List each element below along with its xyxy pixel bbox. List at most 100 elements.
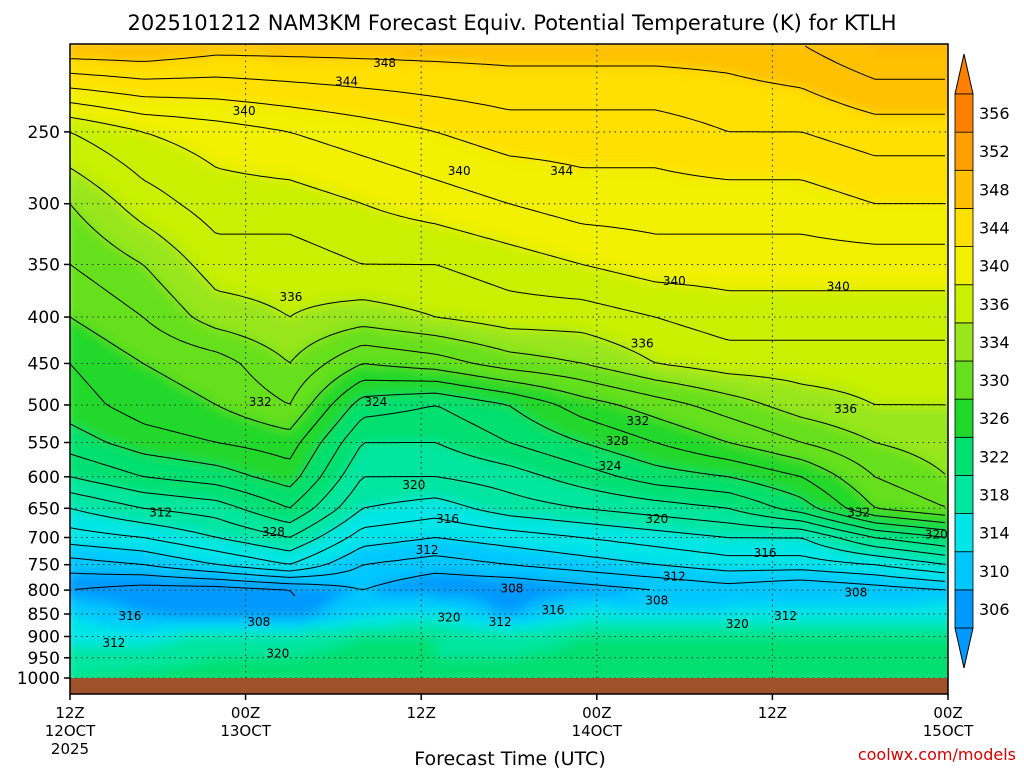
x-tick-date: 13OCT	[220, 722, 271, 740]
contour-label: 316	[119, 609, 142, 623]
y-tick-label: 700	[28, 528, 60, 548]
x-tick-date: 15OCT	[923, 722, 974, 740]
contour-label: 320	[726, 617, 749, 631]
y-tick-label: 300	[28, 195, 60, 215]
contour-label: 312	[416, 543, 439, 557]
colorbar-label: 326	[979, 409, 1010, 428]
x-tick-label: 00Z	[582, 704, 611, 722]
y-tick-label: 500	[28, 396, 60, 416]
contour-label: 308	[500, 582, 523, 596]
y-tick-label: 800	[28, 581, 60, 601]
contour-label: 312	[149, 506, 172, 520]
y-tick-label: 750	[28, 556, 60, 576]
ground-band	[70, 678, 948, 694]
contour-label: 324	[599, 459, 622, 473]
contour-label: 320	[645, 512, 668, 526]
y-tick-label: 250	[28, 123, 60, 143]
contour-label: 340	[827, 279, 850, 293]
contour-label: 316	[754, 546, 777, 560]
colorbar-swatch	[955, 475, 973, 513]
colorbar-swatch	[955, 323, 973, 361]
colorbar: 3063103143183223263303343363403443483523…	[955, 54, 1010, 668]
y-tick-label: 550	[28, 433, 60, 453]
contour-label: 332	[847, 506, 870, 520]
x-tick-label: 00Z	[933, 704, 962, 722]
contour-label: 308	[645, 593, 668, 607]
x-tick-label: 00Z	[231, 704, 260, 722]
colorbar-swatch	[955, 437, 973, 475]
contour-label: 312	[663, 570, 686, 584]
contour-label: 328	[262, 525, 285, 539]
x-tick-year: 2025	[51, 740, 89, 758]
x-tick-date: 12OCT	[45, 722, 96, 740]
colorbar-max-arrow	[955, 54, 973, 94]
y-tick-label: 850	[28, 605, 60, 625]
contour-label: 308	[247, 615, 270, 629]
contour-label: 320	[402, 478, 425, 492]
contour-label: 336	[631, 337, 654, 351]
colorbar-label: 318	[979, 486, 1010, 505]
x-tick-date: 14OCT	[572, 722, 623, 740]
contour-label: 320	[266, 647, 289, 661]
colorbar-label: 314	[979, 524, 1010, 543]
contour-label: 312	[102, 636, 125, 650]
contour-label: 312	[489, 615, 512, 629]
colorbar-swatch	[955, 590, 973, 628]
colorbar-swatch	[955, 399, 973, 437]
contour-label: 312	[774, 609, 797, 623]
colorbar-swatch	[955, 285, 973, 323]
colorbar-swatch	[955, 170, 973, 208]
contour-label: 348	[373, 56, 396, 70]
colorbar-swatch	[955, 132, 973, 170]
colorbar-label: 336	[979, 295, 1010, 314]
colorbar-min-arrow	[955, 628, 973, 668]
colorbar-label: 344	[979, 219, 1010, 238]
x-tick-label: 12Z	[758, 704, 787, 722]
colorbar-label: 334	[979, 333, 1010, 352]
contour-label: 324	[364, 395, 387, 409]
y-tick-label: 950	[28, 649, 60, 669]
contour-label: 328	[606, 434, 629, 448]
contour-label: 336	[280, 290, 303, 304]
colorbar-label: 306	[979, 600, 1010, 619]
y-tick-label: 1000	[17, 669, 60, 689]
colorbar-swatch	[955, 552, 973, 590]
colorbar-label: 330	[979, 371, 1010, 390]
y-tick-label: 450	[28, 354, 60, 374]
colorbar-swatch	[955, 94, 973, 132]
credit-text: coolwx.com/models	[858, 745, 1016, 764]
contour-label: 332	[249, 395, 272, 409]
y-axis: 2503003504004505005506006507007508008509…	[17, 123, 70, 689]
colorbar-swatch	[955, 208, 973, 246]
contour-label: 344	[335, 75, 358, 89]
colorbar-label: 352	[979, 142, 1010, 161]
colorbar-label: 310	[979, 562, 1010, 581]
contour-label: 316	[541, 603, 564, 617]
contour-label: 340	[448, 164, 471, 178]
colorbar-swatch	[955, 247, 973, 285]
x-tick-label: 12Z	[55, 704, 84, 722]
colorbar-swatch	[955, 361, 973, 399]
x-axis-label: Forecast Time (UTC)	[414, 748, 605, 768]
contour-label: 316	[436, 512, 459, 526]
contour-label: 344	[550, 164, 573, 178]
y-tick-label: 350	[28, 255, 60, 275]
contour-label: 336	[834, 402, 857, 416]
contour-label: 340	[233, 104, 256, 118]
contour-label: 320	[925, 528, 948, 542]
x-tick-label: 12Z	[407, 704, 436, 722]
y-tick-label: 900	[28, 627, 60, 647]
contour-label: 320	[438, 611, 461, 625]
chart-title: 2025101212 NAM3KM Forecast Equiv. Potent…	[127, 11, 896, 35]
y-tick-label: 650	[28, 499, 60, 519]
contour-label: 308	[844, 586, 867, 600]
contour-label: 332	[626, 414, 649, 428]
colorbar-label: 348	[979, 180, 1010, 199]
colorbar-swatch	[955, 514, 973, 552]
y-tick-label: 600	[28, 468, 60, 488]
colorbar-label: 340	[979, 257, 1010, 276]
y-tick-label: 400	[28, 308, 60, 328]
colorbar-label: 356	[979, 104, 1010, 123]
